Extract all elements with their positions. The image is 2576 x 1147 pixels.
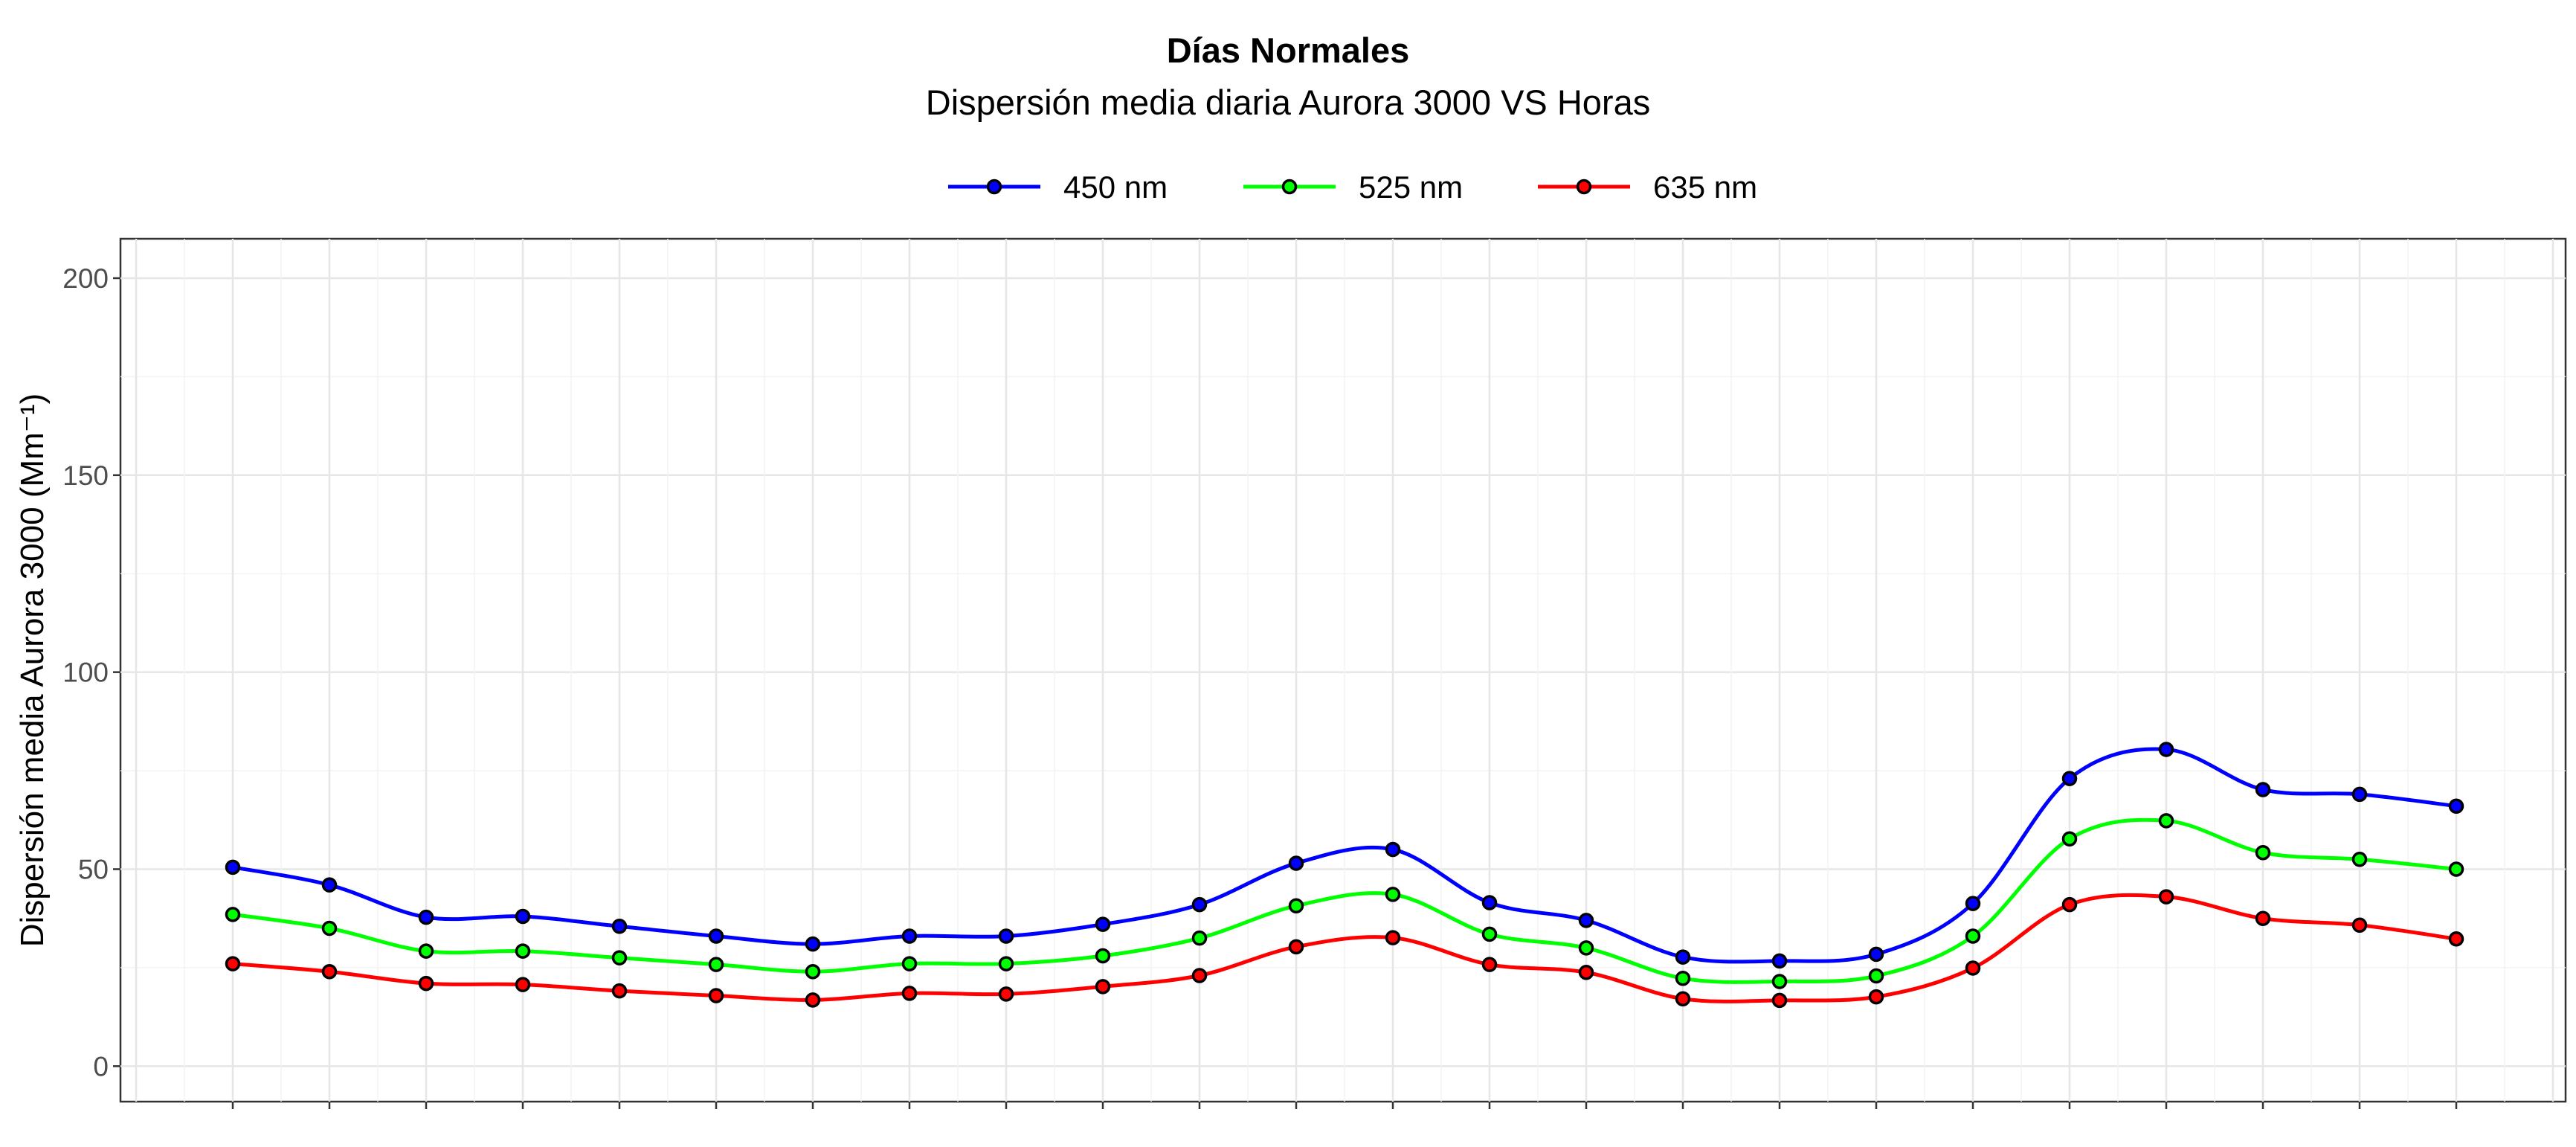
- chart-title: Días Normales: [1167, 30, 1410, 70]
- data-point-635-nm: [1578, 965, 1594, 980]
- y-tick-label: 50: [78, 854, 109, 884]
- chart-subtitle: Dispersión media diaria Aurora 3000 VS H…: [926, 83, 1650, 122]
- data-point-525-nm: [1965, 928, 1981, 944]
- series-525-nm: [225, 813, 2464, 989]
- data-point-525-nm: [2158, 813, 2174, 829]
- data-point-450-nm: [1675, 949, 1691, 965]
- legend-item-635-nm: 635 nm: [1538, 170, 1757, 205]
- plot-panel: [119, 237, 2567, 1103]
- legend-item-525-nm: 525 nm: [1243, 170, 1463, 205]
- data-point-450-nm: [1095, 916, 1111, 932]
- legend-label-635-nm: 635 nm: [1653, 170, 1757, 205]
- data-point-450-nm: [1191, 896, 1208, 913]
- data-point-635-nm: [2255, 910, 2271, 926]
- data-point-450-nm: [998, 928, 1014, 944]
- data-point-525-nm: [1771, 974, 1788, 989]
- data-point-450-nm: [1771, 953, 1788, 969]
- data-point-450-nm: [2448, 798, 2464, 814]
- data-point-525-nm: [805, 963, 821, 980]
- series-layer: [225, 742, 2464, 1009]
- data-point-525-nm: [2061, 831, 2078, 846]
- data-point-450-nm: [1288, 855, 1304, 871]
- y-tick-label: 100: [62, 658, 109, 688]
- data-point-450-nm: [2255, 782, 2271, 797]
- data-point-525-nm: [1095, 948, 1111, 964]
- data-point-635-nm: [1965, 960, 1981, 976]
- data-point-450-nm: [321, 877, 338, 893]
- y-tick-label: 200: [62, 263, 109, 294]
- data-point-525-nm: [515, 943, 531, 959]
- data-point-635-nm: [1868, 989, 1884, 1005]
- data-point-450-nm: [708, 928, 724, 944]
- data-point-450-nm: [1481, 895, 1498, 910]
- data-point-525-nm: [1675, 970, 1691, 986]
- legend-label-525-nm: 525 nm: [1359, 170, 1463, 205]
- data-point-525-nm: [418, 943, 434, 959]
- data-point-450-nm: [2061, 771, 2078, 786]
- data-point-450-nm: [1868, 946, 1884, 963]
- data-point-450-nm: [1578, 913, 1594, 928]
- data-point-525-nm: [998, 956, 1014, 971]
- legend-label-450-nm: 450 nm: [1063, 170, 1168, 205]
- data-point-450-nm: [611, 919, 628, 934]
- series-450-nm: [225, 742, 2464, 969]
- data-point-525-nm: [1191, 930, 1208, 946]
- data-point-450-nm: [225, 859, 241, 875]
- data-point-450-nm: [2351, 786, 2368, 803]
- y-tick-label: 150: [62, 460, 109, 491]
- data-point-450-nm: [901, 928, 918, 944]
- legend-marker-450-nm: [986, 179, 1002, 195]
- data-point-635-nm: [1771, 992, 1788, 1009]
- data-point-525-nm: [2351, 851, 2368, 867]
- data-point-525-nm: [321, 920, 338, 936]
- data-point-635-nm: [611, 983, 628, 999]
- data-point-635-nm: [1191, 968, 1208, 983]
- data-point-525-nm: [1868, 968, 1884, 984]
- series-635-nm: [225, 889, 2464, 1009]
- legend-item-450-nm: 450 nm: [948, 170, 1168, 205]
- y-axis-title: Dispersión media Aurora 3000 (Mm⁻¹): [14, 393, 51, 948]
- data-point-525-nm: [225, 907, 241, 922]
- data-point-525-nm: [1481, 926, 1498, 942]
- data-point-450-nm: [805, 936, 821, 952]
- chart-legend: 450 nm 525 nm 635 nm: [948, 170, 1757, 205]
- data-point-635-nm: [2061, 896, 2078, 913]
- data-point-635-nm: [515, 977, 531, 992]
- data-point-450-nm: [1385, 841, 1401, 858]
- data-point-635-nm: [998, 986, 1014, 1002]
- data-point-450-nm: [515, 908, 531, 925]
- series-line-635-nm: [231, 893, 2459, 1003]
- data-point-635-nm: [1481, 957, 1498, 972]
- data-point-635-nm: [225, 956, 241, 971]
- data-point-525-nm: [611, 950, 628, 966]
- data-point-525-nm: [1578, 940, 1594, 956]
- legend-marker-525-nm: [1281, 179, 1298, 195]
- data-point-635-nm: [1095, 979, 1111, 995]
- data-point-635-nm: [805, 992, 821, 1008]
- data-point-635-nm: [2158, 889, 2174, 905]
- data-point-635-nm: [2448, 931, 2464, 947]
- data-point-525-nm: [901, 956, 918, 971]
- data-point-635-nm: [1675, 991, 1691, 1007]
- y-tick-label: 0: [93, 1051, 109, 1082]
- legend-marker-635-nm: [1576, 179, 1592, 195]
- data-point-450-nm: [418, 909, 434, 925]
- data-point-525-nm: [1385, 887, 1401, 902]
- data-point-525-nm: [2448, 861, 2464, 877]
- data-point-635-nm: [321, 963, 338, 980]
- data-point-635-nm: [2351, 917, 2368, 933]
- axes: 0 50 100 150 200: [62, 263, 2458, 1109]
- data-point-635-nm: [901, 986, 918, 1001]
- data-point-450-nm: [1965, 896, 1981, 911]
- data-point-635-nm: [708, 988, 724, 1003]
- data-point-635-nm: [418, 975, 434, 992]
- data-point-635-nm: [1288, 939, 1304, 955]
- data-point-450-nm: [2158, 742, 2174, 757]
- data-point-635-nm: [1385, 930, 1401, 945]
- data-point-525-nm: [1288, 898, 1304, 913]
- data-point-525-nm: [2255, 844, 2271, 861]
- data-point-525-nm: [708, 957, 724, 972]
